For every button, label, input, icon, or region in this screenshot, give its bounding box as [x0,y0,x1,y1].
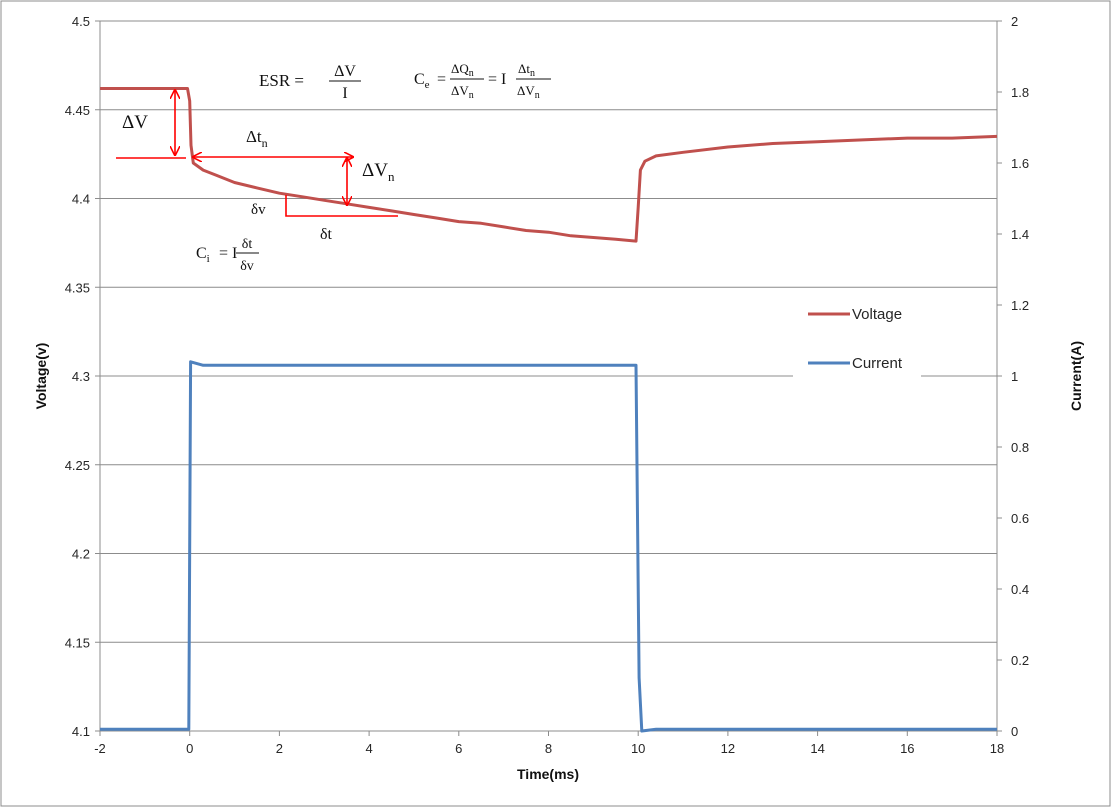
formula-ce-lhs-main: C [414,71,425,88]
y-right-tick-label-1: 0.2 [1011,653,1029,668]
annotation-delta-tn-main: Δt [246,127,262,146]
formula-ce-den2-sub: n [535,90,540,101]
formula-ce-eq: = [437,71,446,88]
formula-ci-lhs-sub: i [207,253,210,265]
formula-ce-num2-sub: n [530,68,535,79]
slope-triangle [285,195,398,217]
formula-ce-den1: ΔVn [451,83,474,101]
y-axis-right-ticks: 0 0.2 0.4 0.6 0.8 1 1.2 1.4 1.6 1.8 2 [997,14,1029,739]
y-right-tick-label-8: 1.6 [1011,156,1029,171]
annotation-delta-vn-main: ΔV [362,160,388,181]
y-left-tick-label-2: 4.2 [72,547,90,562]
formula-ci-eq: = I [219,245,237,262]
y-left-tick-label-6: 4.4 [72,192,90,207]
formula-ci-denominator: δv [240,259,254,274]
formula-ce-num1-sub: n [469,68,474,79]
x-tick-label-4: 6 [455,741,462,756]
formula-ce-num2: Δtn [518,61,535,79]
y-left-tick-label-3: 4.25 [65,458,90,473]
annotation-small-dt: δt [320,226,333,243]
annotation-delta-vn-sub: n [388,169,395,184]
x-axis-ticks: -2 0 2 4 6 8 10 12 14 16 18 [94,731,1004,756]
y-axis-left-title: Voltage(v) [33,343,49,410]
y-left-tick-label-1: 4.15 [65,635,90,650]
x-axis-title: Time(ms) [517,766,579,782]
formula-ce-den1-main: ΔV [451,83,469,98]
formula-ce-num1: ΔQn [451,61,474,79]
x-tick-label-3: 4 [365,741,372,756]
y-axis-left-ticks: 4.1 4.15 4.2 4.25 4.3 4.35 4.4 4.45 4.5 [65,14,100,739]
legend-label-voltage: Voltage [852,306,902,323]
x-tick-label-10: 18 [990,741,1004,756]
y-right-tick-label-10: 2 [1011,14,1018,29]
x-tick-label-9: 16 [900,741,914,756]
formula-ci-lhs: Ci [196,245,210,265]
formula-ce-eq2: = I [488,71,506,88]
y-axis-right-title: Current(A) [1068,341,1084,411]
legend-label-current: Current [852,355,903,372]
formula-ce-den1-sub: n [469,90,474,101]
y-left-tick-label-4: 4.3 [72,369,90,384]
y-right-tick-label-6: 1.2 [1011,298,1029,313]
y-right-tick-label-3: 0.6 [1011,511,1029,526]
series-line-voltage [100,87,998,243]
formula-esr: ESR = ΔV I [259,63,361,102]
formula-ce-den2-main: ΔV [517,83,535,98]
formula-esr-numerator: ΔV [334,63,356,80]
annotation-delta-tn: Δtn [246,127,268,150]
formula-ci-numerator: δt [242,237,253,252]
formula-esr-denominator: I [342,85,347,102]
y-right-tick-label-2: 0.4 [1011,582,1029,597]
formula-ce-num1-main: ΔQ [451,61,469,76]
formula-ce-den2: ΔVn [517,83,540,101]
annotation-delta-v: ΔV [122,112,148,133]
y-left-tick-label-8: 4.5 [72,14,90,29]
formula-ci-lhs-main: C [196,245,207,262]
formula-ci: Ci = I δt δv [196,237,259,274]
annotation-delta-tn-sub: n [262,136,268,150]
x-tick-label-7: 12 [721,741,735,756]
formula-ce-num2-main: Δt [518,61,530,76]
formula-esr-lhs: ESR = [259,71,304,90]
x-tick-label-6: 10 [631,741,645,756]
annotation-delta-vn: ΔVn [362,160,395,184]
x-tick-label-1: 0 [186,741,193,756]
y-right-tick-label-4: 0.8 [1011,440,1029,455]
formula-ce-lhs: Ce [414,71,430,91]
formula-ce: Ce = ΔQn ΔVn = I Δtn ΔVn [414,61,551,101]
y-right-tick-label-5: 1 [1011,369,1018,384]
x-tick-label-2: 2 [276,741,283,756]
x-tick-label-5: 8 [545,741,552,756]
y-right-tick-label-9: 1.8 [1011,85,1029,100]
y-left-tick-label-5: 4.35 [65,280,90,295]
series-line-current [100,360,997,733]
y-left-tick-label-0: 4.1 [72,724,90,739]
x-tick-label-0: -2 [94,741,106,756]
x-tick-label-8: 14 [810,741,824,756]
formula-ce-lhs-sub: e [425,79,430,91]
y-right-tick-label-0: 0 [1011,724,1018,739]
series-layer [100,87,998,733]
y-right-tick-label-7: 1.4 [1011,227,1029,242]
annotation-arrows [116,90,398,217]
y-left-tick-label-7: 4.45 [65,103,90,118]
annotation-small-dv: δv [251,202,266,218]
